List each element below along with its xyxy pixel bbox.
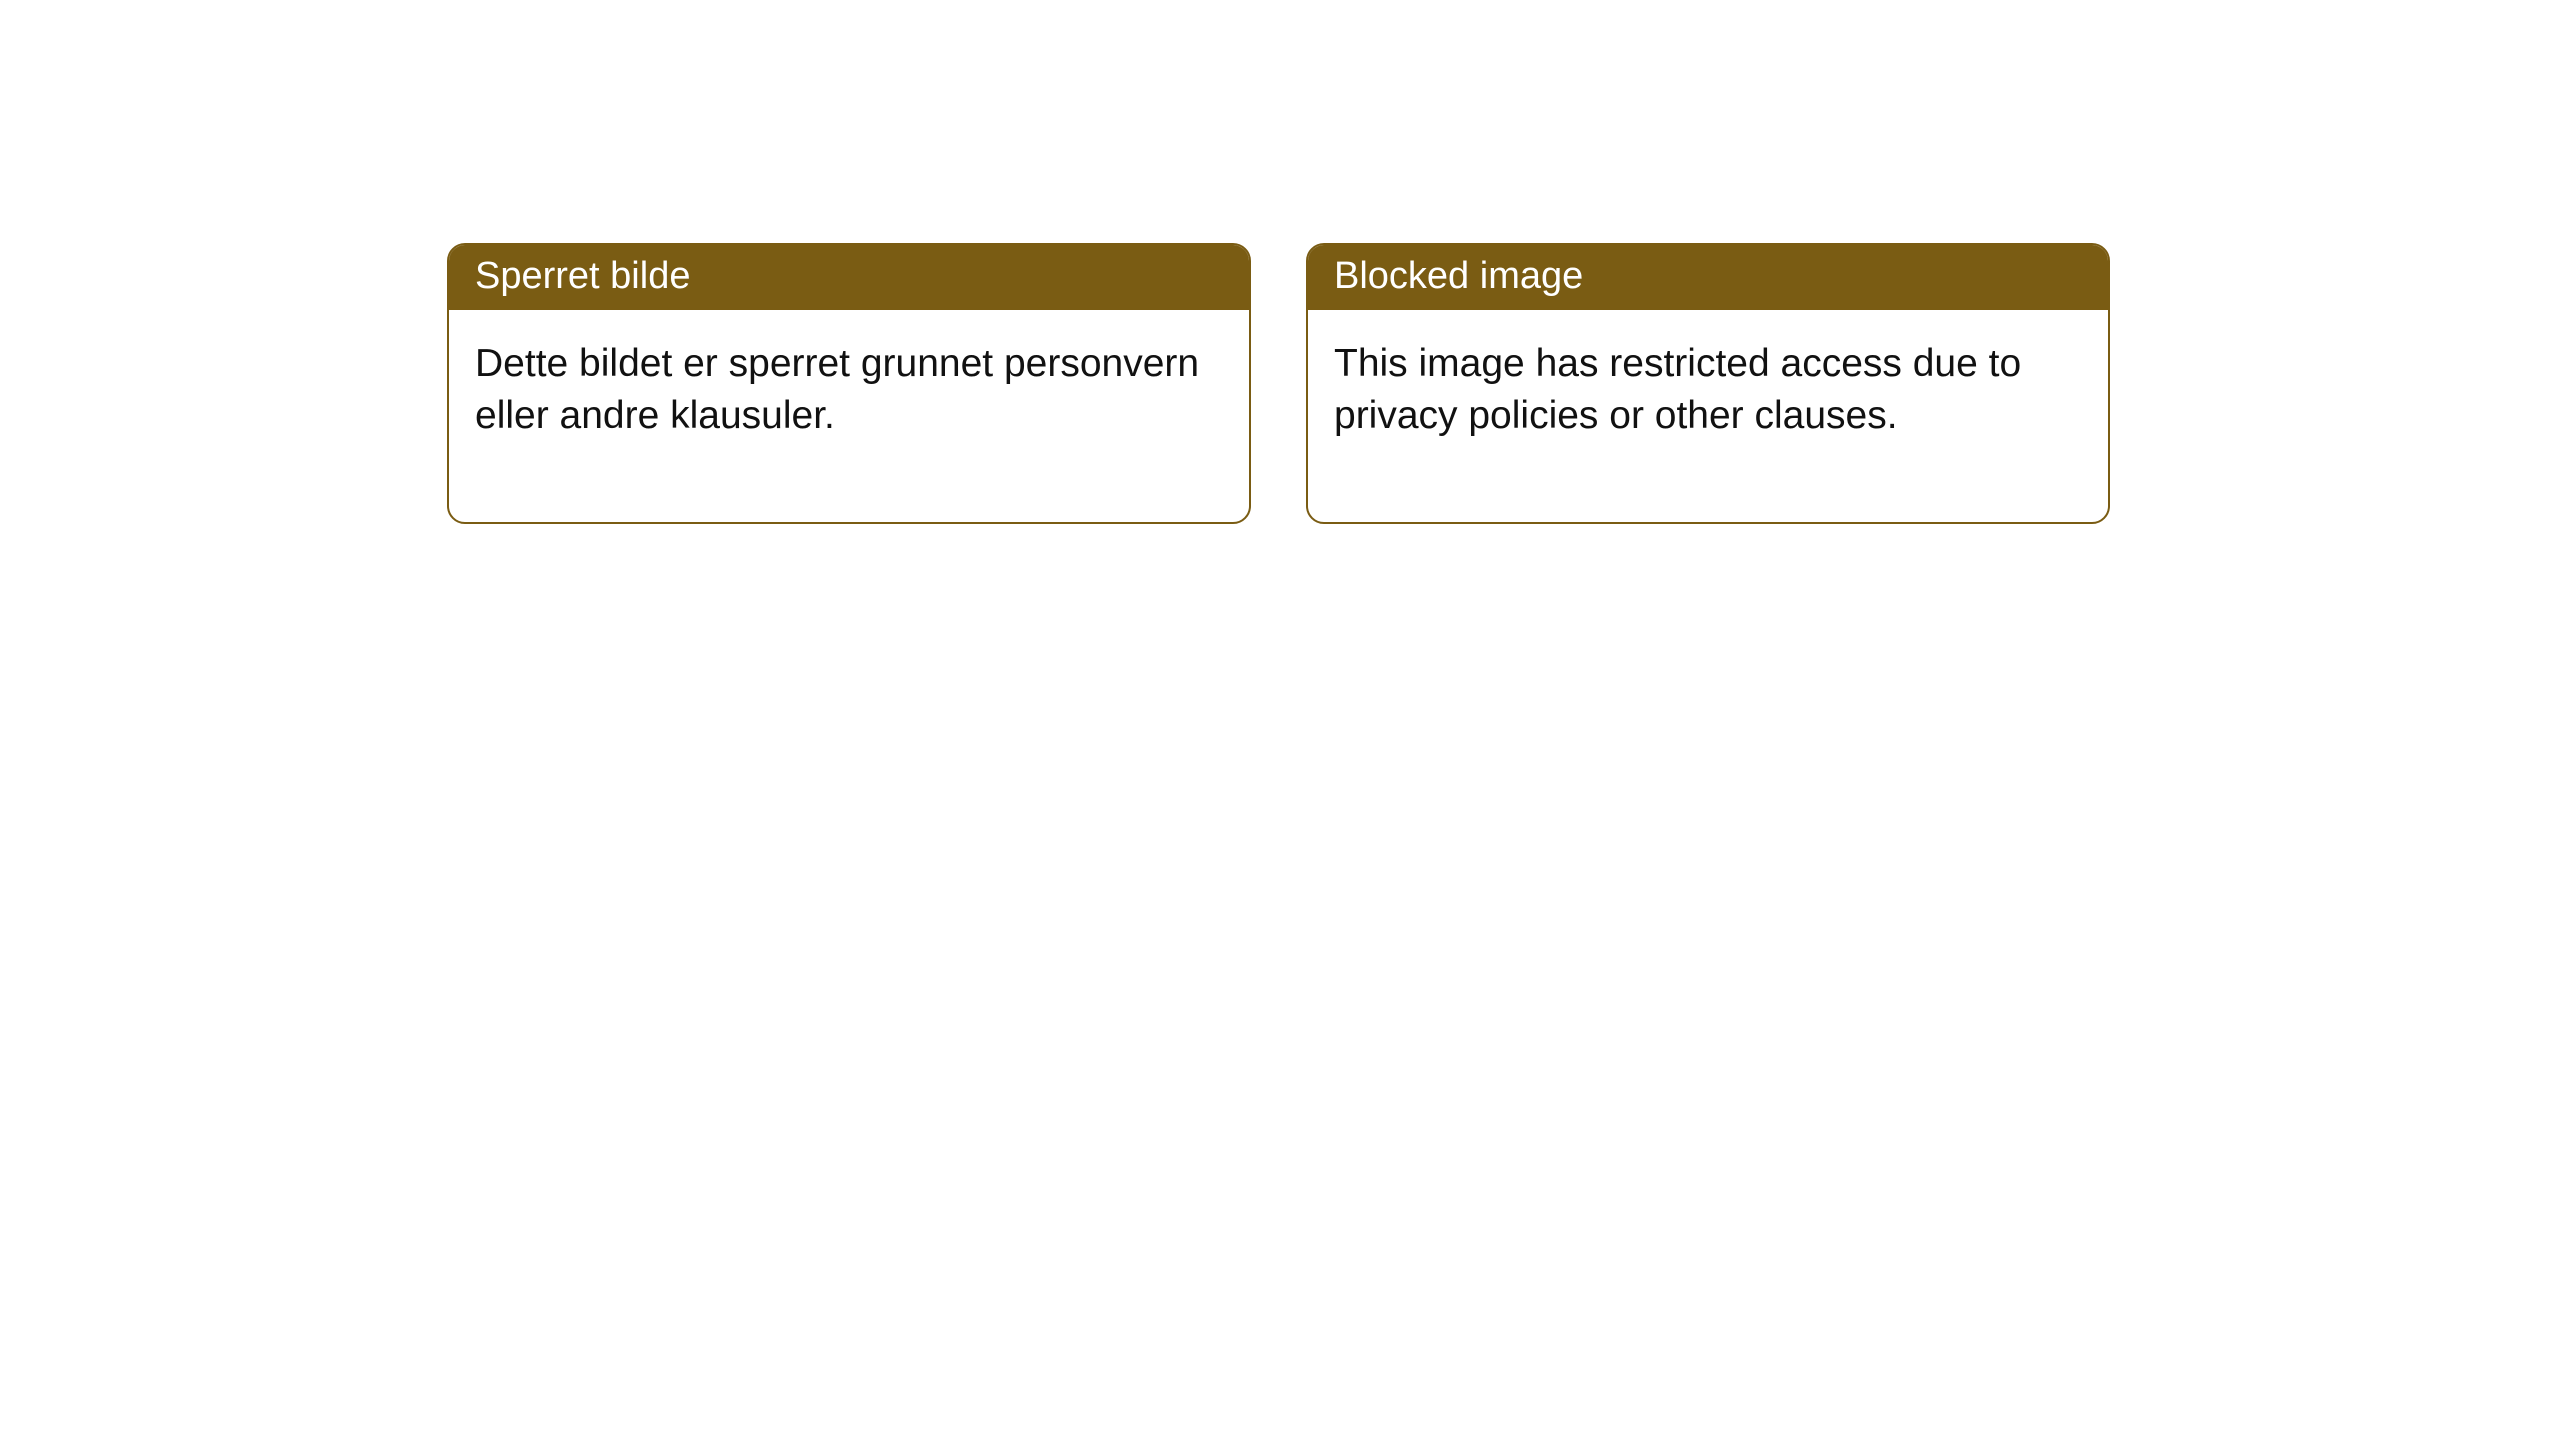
notice-card-header: Blocked image <box>1308 245 2108 310</box>
notice-card-body: Dette bildet er sperret grunnet personve… <box>449 310 1249 522</box>
notice-card-norwegian: Sperret bilde Dette bildet er sperret gr… <box>447 243 1251 524</box>
notice-cards-container: Sperret bilde Dette bildet er sperret gr… <box>0 0 2560 524</box>
notice-card-header: Sperret bilde <box>449 245 1249 310</box>
notice-card-english: Blocked image This image has restricted … <box>1306 243 2110 524</box>
notice-card-body: This image has restricted access due to … <box>1308 310 2108 522</box>
